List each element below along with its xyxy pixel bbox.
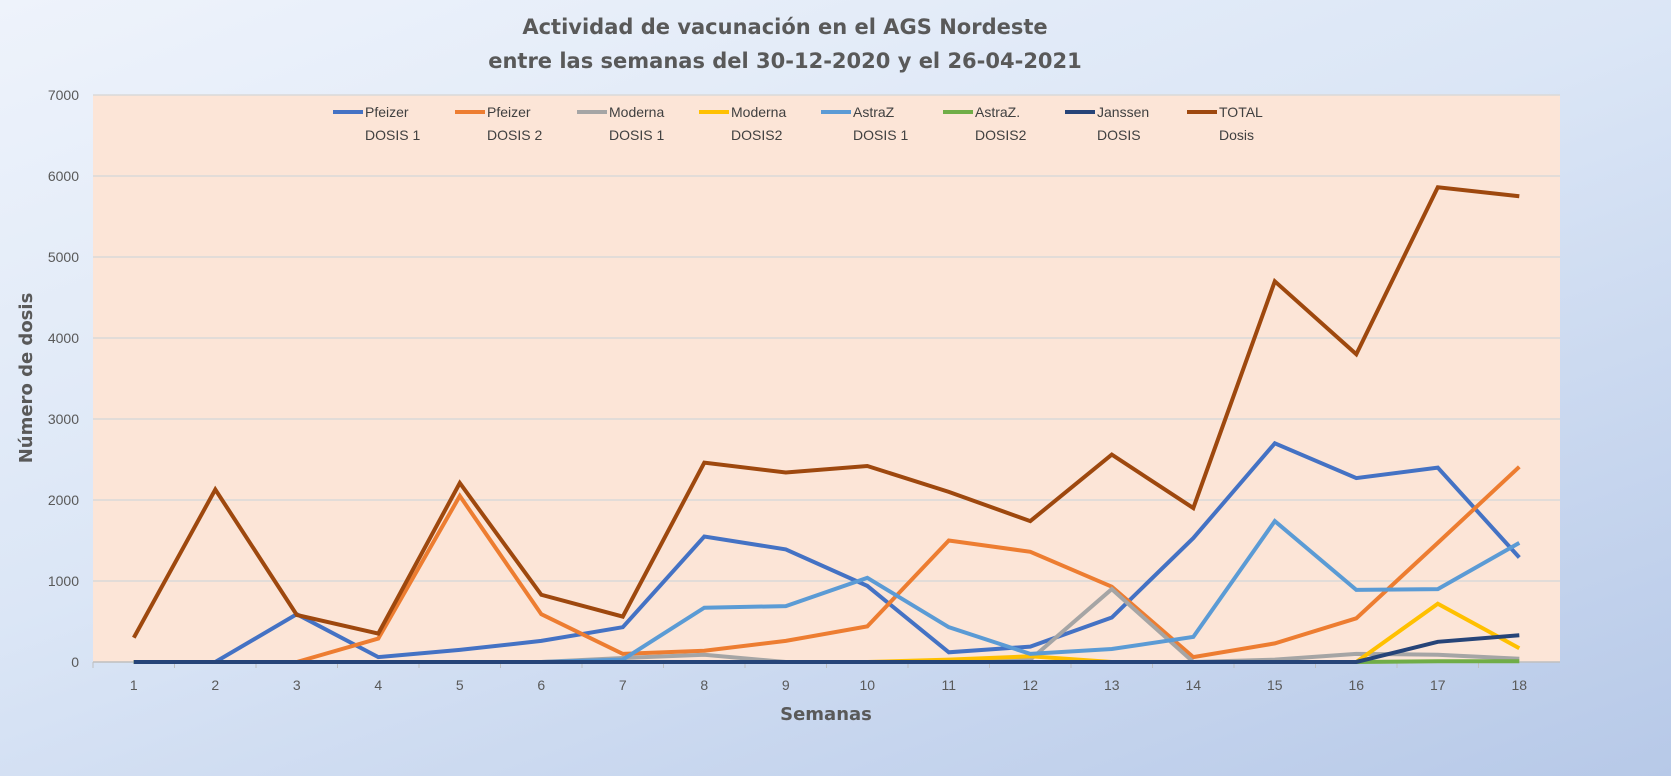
legend-label: Janssen [1097,104,1149,120]
y-tick-label: 4000 [48,330,79,346]
x-tick-label: 10 [859,677,875,693]
legend-label: AstraZ. [975,104,1020,120]
y-axis-label: Número de dosis [16,293,37,464]
legend-label: Pfeizer [487,104,531,120]
x-tick-label: 4 [374,677,382,693]
x-tick-label: 6 [537,677,545,693]
y-tick-label: 7000 [48,87,79,103]
y-tick-label: 0 [71,654,79,670]
chart-title-line-1: Actividad de vacunación en el AGS Nordes… [522,15,1047,39]
x-tick-label: 18 [1511,677,1527,693]
x-tick-label: 12 [1022,677,1038,693]
legend-label: Pfeizer [365,104,409,120]
x-tick-label: 3 [293,677,301,693]
legend-label-sub: DOSIS2 [975,127,1027,143]
y-tick-label: 2000 [48,492,79,508]
legend-label-sub: DOSIS2 [731,127,783,143]
legend-label-sub: DOSIS 1 [853,127,908,143]
legend-label-sub: DOSIS 1 [609,127,664,143]
x-tick-label: 11 [941,677,956,693]
x-tick-label: 14 [1185,677,1201,693]
x-tick-label: 9 [782,677,790,693]
x-tick-label: 8 [700,677,708,693]
y-tick-label: 5000 [48,249,79,265]
legend-label-sub: DOSIS 2 [487,127,542,143]
y-tick-label: 1000 [48,573,79,589]
legend-label-sub: DOSIS [1097,127,1141,143]
legend-label-sub: DOSIS 1 [365,127,420,143]
chart-title-line-2: entre las semanas del 30-12-2020 y el 26… [488,49,1082,73]
x-tick-label: 13 [1104,677,1120,693]
x-tick-label: 17 [1430,677,1446,693]
series-line-7 [132,185,1520,639]
legend-label: AstraZ [853,104,895,120]
x-tick-label: 5 [456,677,464,693]
x-tick-label: 7 [619,677,627,693]
legend-label: Moderna [731,104,786,120]
y-tick-label: 6000 [48,168,79,184]
series-line-6 [133,633,1520,664]
x-tick-label: 15 [1267,677,1283,693]
x-tick-label: 2 [211,677,219,693]
y-tick-label: 3000 [48,411,79,427]
x-axis-label: Semanas [780,704,872,725]
legend-label: TOTAL [1219,104,1263,120]
legend-label: Moderna [609,104,664,120]
series-line-0 [133,440,1521,664]
series-line-1 [133,465,1521,664]
x-tick-label: 16 [1348,677,1364,693]
legend-label-sub: Dosis [1219,127,1254,143]
x-tick-label: 1 [130,677,138,693]
